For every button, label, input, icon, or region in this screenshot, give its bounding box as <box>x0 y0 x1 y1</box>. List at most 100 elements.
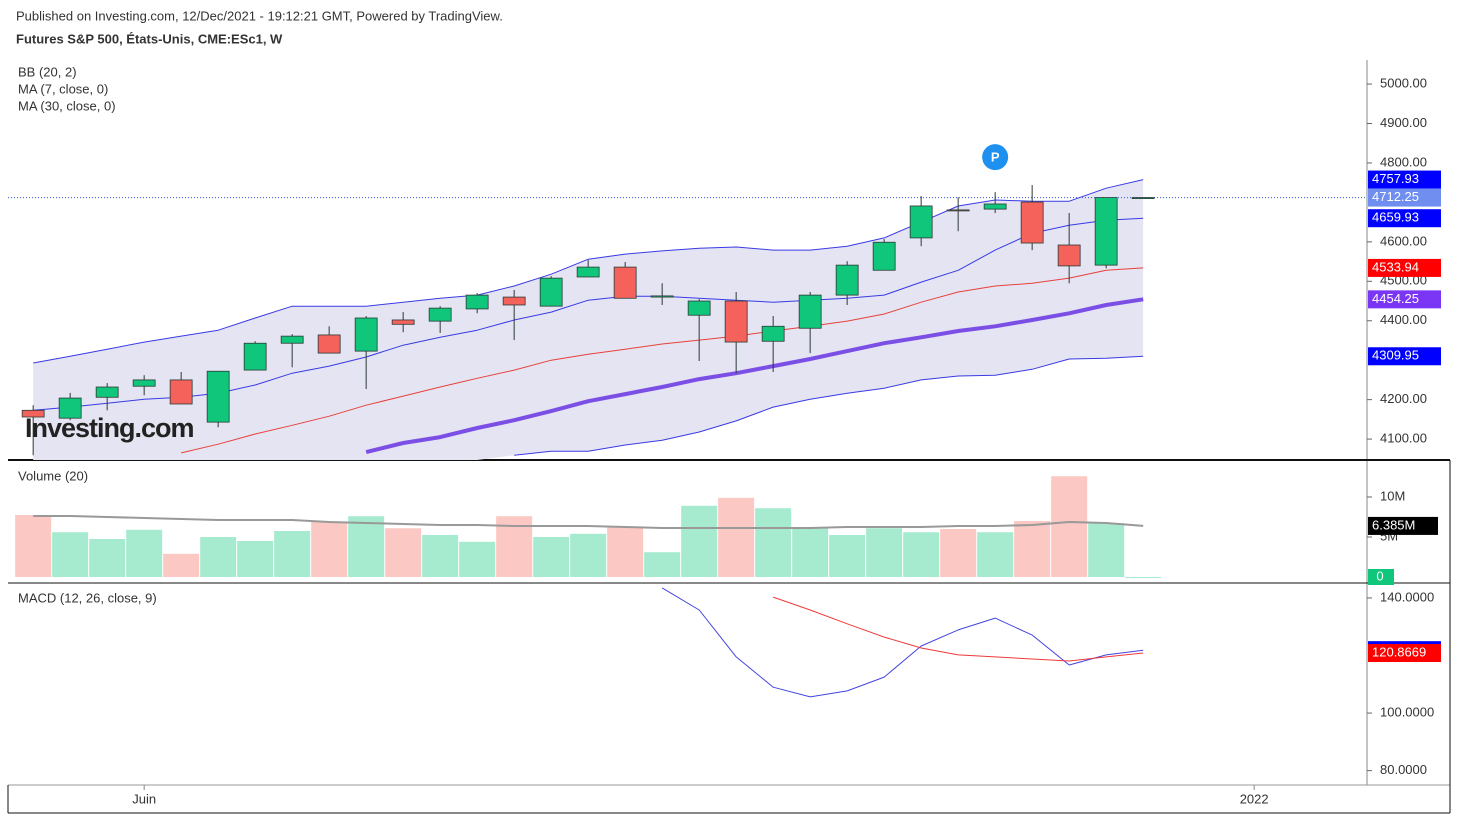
last-price-label-bg <box>1368 188 1441 207</box>
volume-bar <box>385 528 422 577</box>
plot-layer: 4100.004200.004400.004500.004600.004800.… <box>8 64 1441 806</box>
volume-bar <box>89 539 126 577</box>
volume-bar <box>681 505 718 577</box>
volume-bar <box>459 541 496 577</box>
candle-body <box>58 397 82 419</box>
candle-body <box>539 277 563 307</box>
volume-bar <box>200 537 237 577</box>
volume-bar <box>15 515 52 577</box>
series-value-label-bg <box>1368 258 1441 277</box>
candle-body <box>391 319 415 325</box>
candle-body <box>243 342 267 371</box>
candle-body <box>428 307 452 322</box>
series-value-label: 4659.93 <box>1372 210 1419 225</box>
volume-bar <box>348 516 385 577</box>
volume-bar <box>422 535 459 577</box>
candle-body <box>872 241 896 271</box>
indicator-line <box>181 267 1144 454</box>
candle-body <box>317 334 341 354</box>
indicator-line <box>365 297 1144 455</box>
y-tick-label: 80.0000 <box>1380 762 1427 777</box>
candle-body <box>1057 244 1081 267</box>
volume-bar <box>274 531 311 577</box>
indicator-legend: MA (7, close, 0) <box>18 81 108 96</box>
volume-bar <box>718 497 755 577</box>
watermark: Investing.com <box>25 413 194 443</box>
candle-body <box>576 266 600 278</box>
series-value-label-bg <box>1368 209 1441 228</box>
volume-bar <box>1051 476 1088 577</box>
volume-bar <box>792 527 829 577</box>
series-value-label-bg <box>1368 170 1441 189</box>
volume-last-bg <box>1368 569 1394 585</box>
volume-bar <box>1125 577 1162 578</box>
published-note: Published on Investing.com, 12/Dec/2021 … <box>16 8 503 23</box>
volume-ma-label: 6.385M <box>1372 517 1415 532</box>
volume-bar <box>940 529 977 577</box>
volume-bar <box>903 532 940 577</box>
volume-bar <box>126 529 163 577</box>
indicator-legend: MA (30, close, 0) <box>18 98 116 113</box>
volume-ma-line <box>33 515 1144 529</box>
series-value-label: 120.8669 <box>1372 644 1426 659</box>
event-marker <box>982 144 1009 171</box>
volume-last-label: 0 <box>1376 568 1383 583</box>
volume-bar <box>1014 521 1051 577</box>
last-price-label: 4712.25 <box>1372 189 1419 204</box>
series-value-label-bg <box>1368 290 1441 309</box>
candle-body <box>1131 197 1155 199</box>
volume-ma-label-bg <box>1368 516 1438 535</box>
candle-body <box>909 205 933 239</box>
candle-body <box>465 294 489 310</box>
candle-body <box>95 386 119 398</box>
candle-body <box>835 264 859 296</box>
symbol-title: Futures S&P 500, États-Unis, CME:ESc1, W <box>16 31 283 46</box>
macd-line <box>661 587 1144 698</box>
volume-bar <box>237 541 274 577</box>
band-fill <box>33 179 1144 460</box>
candle-body <box>354 317 378 352</box>
y-tick-label: 4400.00 <box>1380 312 1427 327</box>
volume-bar <box>607 527 644 577</box>
volume-bar <box>866 528 903 577</box>
candle-body <box>946 209 970 212</box>
candle-body <box>206 370 230 423</box>
candle-body <box>798 294 822 329</box>
volume-bar <box>311 521 348 577</box>
event-marker-label: P <box>991 150 1000 165</box>
volume-bar <box>570 533 607 577</box>
series-value-label: 4309.95 <box>1372 348 1419 363</box>
x-tick-label: 2022 <box>1240 791 1269 806</box>
volume-bar <box>163 553 200 577</box>
volume-bar <box>52 532 89 577</box>
candle-body <box>280 335 304 344</box>
y-tick-label: 5000.00 <box>1380 76 1427 91</box>
candle-body <box>1020 201 1044 244</box>
series-value-label: 4454.25 <box>1372 291 1419 306</box>
y-tick-label: 4800.00 <box>1380 154 1427 169</box>
y-tick-label: 4600.00 <box>1380 233 1427 248</box>
macd-line <box>773 596 1144 662</box>
candle-body <box>613 266 637 299</box>
candle-body <box>650 295 674 298</box>
volume-bar <box>977 532 1014 577</box>
series-value-label-bg <box>1368 347 1441 366</box>
indicator-legend: BB (20, 2) <box>18 64 77 79</box>
series-value-label-bg <box>1368 644 1441 663</box>
y-tick-label: 10M <box>1380 488 1405 503</box>
y-tick-label: 140.0000 <box>1380 589 1434 604</box>
candle-body <box>169 379 193 405</box>
candle-body <box>761 325 785 342</box>
y-tick-label: 4900.00 <box>1380 115 1427 130</box>
volume-bar <box>1088 523 1125 577</box>
candle-body <box>502 296 526 306</box>
volume-bar <box>829 535 866 577</box>
volume-bar <box>755 508 792 577</box>
y-tick-label: 4100.00 <box>1380 431 1427 446</box>
candle-body <box>21 409 45 418</box>
candle-body <box>132 379 156 387</box>
x-tick-label: Juin <box>132 791 156 806</box>
y-tick-label: 100.0000 <box>1380 704 1434 719</box>
